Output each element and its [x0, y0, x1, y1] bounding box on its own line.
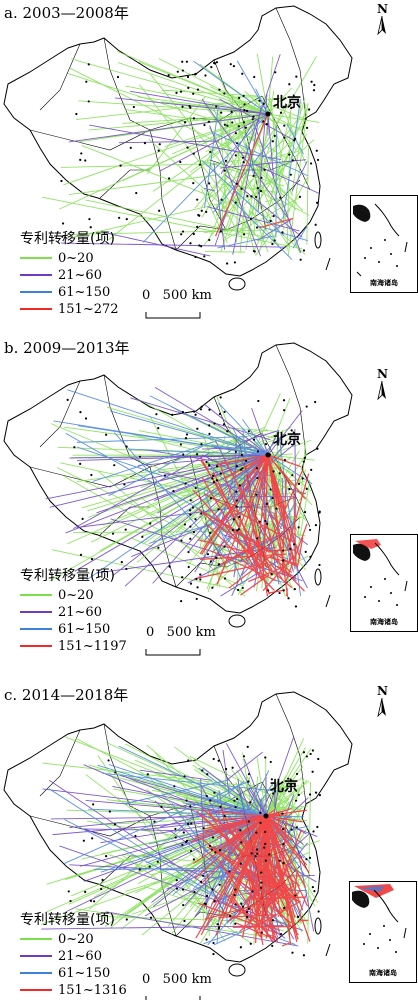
legend-item-3: 151~1197 [20, 638, 127, 654]
legend-label: 61~150 [58, 965, 111, 981]
legend-title: 专利转移量(项) [20, 912, 115, 928]
legend-swatch [20, 645, 52, 647]
legend-label: 21~60 [58, 267, 102, 283]
legend-label: 21~60 [58, 604, 102, 620]
inset-label: 南海诸岛 [369, 969, 397, 977]
north-arrow-icon: N [372, 367, 392, 403]
inset-map [353, 203, 408, 277]
panel-b: b. 2009—2013年 北京 专利转移量(项) 0~20 21~60 61~… [0, 333, 418, 666]
legend-item-1: 21~60 [20, 948, 102, 964]
north-label: N [377, 684, 388, 698]
map-b [3, 342, 353, 656]
inset-label: 南海诸岛 [370, 618, 398, 626]
north-arrow-icon: N [372, 684, 392, 720]
legend-label: 0~20 [58, 931, 94, 947]
scale-bar-label: 0 500 km [142, 972, 212, 987]
legend-swatch [20, 274, 52, 276]
scale-bar-label: 0 500 km [142, 288, 212, 303]
legend-label: 0~20 [58, 587, 94, 603]
beijing-label: 北京 [270, 779, 298, 795]
legend-swatch [20, 611, 52, 613]
legend-swatch [20, 972, 52, 974]
north-label: N [377, 2, 388, 16]
legend-item-3: 151~1316 [20, 982, 127, 998]
legend-label: 21~60 [58, 948, 102, 964]
legend-item-1: 21~60 [20, 604, 102, 620]
legend-item-2: 61~150 [20, 621, 110, 637]
legend-label: 61~150 [58, 621, 111, 637]
legend-swatch [20, 257, 52, 259]
inset-label: 南海诸岛 [370, 279, 398, 287]
panel-a: a. 2003—2008年 北京 专利转移量(项) 0~20 21~60 61~… [0, 0, 418, 333]
inset-map [353, 539, 408, 606]
legend-swatch [20, 938, 52, 940]
legend-title: 专利转移量(项) [20, 231, 115, 247]
scale-bar-label: 0 500 km [146, 625, 216, 640]
inset-map [352, 884, 407, 953]
legend-swatch [20, 291, 52, 293]
legend-item-1: 21~60 [20, 267, 102, 283]
legend-swatch [20, 308, 52, 310]
legend-label: 61~150 [58, 284, 111, 300]
panel-title: b. 2009—2013年 [4, 339, 130, 357]
legend-item-0: 0~20 [20, 931, 94, 947]
legend-item-3: 151~272 [20, 301, 119, 317]
legend-label: 151~1197 [58, 638, 127, 654]
legend-item-0: 0~20 [20, 250, 94, 266]
legend-label: 0~20 [58, 250, 94, 266]
south-china-sea-inset: 南海诸岛 [350, 534, 418, 632]
panel-c: c. 2014—2018年 北京 专利转移量(项) 0~20 21~60 61~… [0, 666, 418, 1000]
legend-item-0: 0~20 [20, 587, 94, 603]
map-a [3, 5, 353, 319]
map-c [3, 691, 353, 1000]
legend-swatch [20, 955, 52, 957]
panel-title: a. 2003—2008年 [4, 4, 129, 22]
legend-label: 151~1316 [58, 982, 127, 998]
south-china-sea-inset: 南海诸岛 [349, 881, 417, 983]
legend-label: 151~272 [58, 301, 119, 317]
beijing-label: 北京 [273, 432, 301, 448]
beijing-label: 北京 [273, 95, 301, 111]
north-arrow-icon: N [372, 2, 392, 38]
legend-swatch [20, 989, 52, 991]
legend-title: 专利转移量(项) [20, 568, 115, 584]
legend-swatch [20, 594, 52, 596]
legend-item-2: 61~150 [20, 284, 110, 300]
legend-item-2: 61~150 [20, 965, 110, 981]
north-label: N [377, 367, 388, 381]
legend-swatch [20, 628, 52, 630]
south-china-sea-inset: 南海诸岛 [350, 195, 418, 293]
panel-title: c. 2014—2018年 [4, 686, 129, 704]
